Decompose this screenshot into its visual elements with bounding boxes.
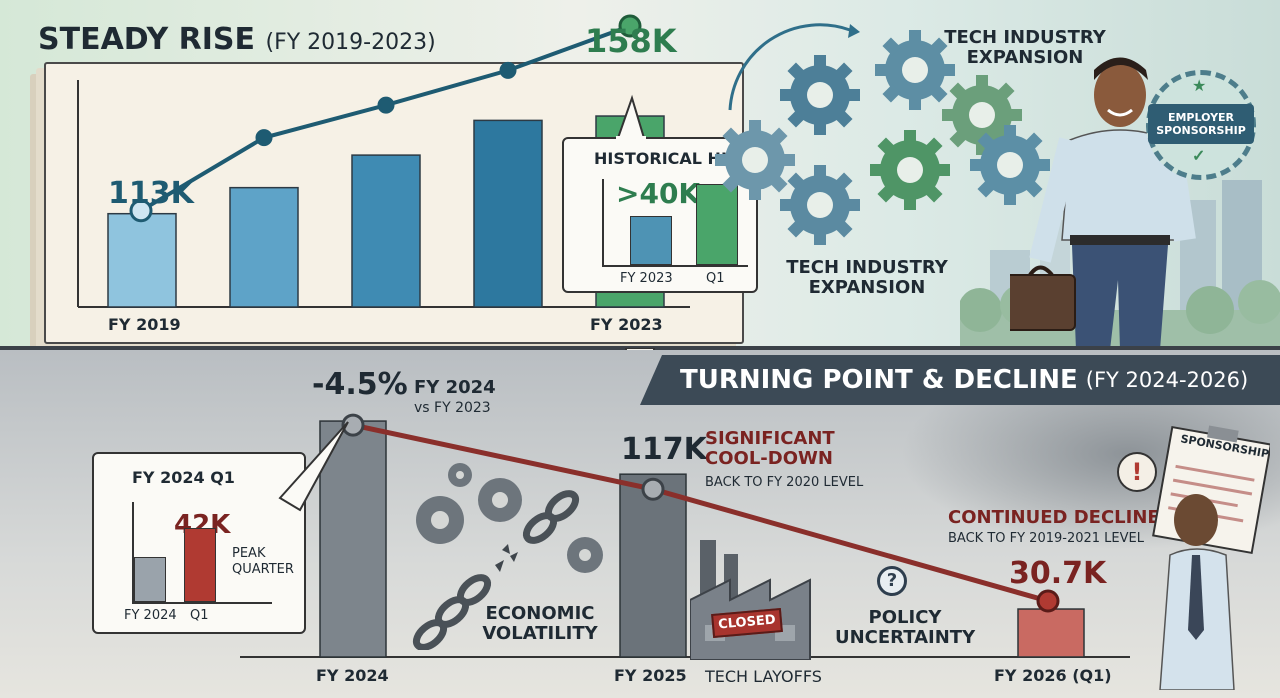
callout-title: HISTORICAL HIGH: [594, 149, 754, 168]
gear-icon: [780, 165, 860, 245]
decline-banner: TURNING POINT & DECLINE (FY 2024-2026): [640, 355, 1280, 405]
trend-point: [1036, 589, 1060, 613]
top-x-start-label: FY 2019: [108, 315, 181, 334]
callout-bar-label-2: Q1: [706, 271, 725, 286]
arrow-icon: [728, 23, 851, 111]
gear-icon: [780, 55, 860, 135]
peak-bar-label-1: FY 2024: [124, 608, 177, 623]
peak-callout-y-axis: [132, 502, 134, 602]
gears-label-bottom: TECH INDUSTRY EXPANSION: [786, 257, 948, 298]
gear-icon: [715, 120, 795, 200]
trend-point: [618, 14, 642, 38]
callout-value: >40K: [616, 177, 701, 210]
callout-pointer: [616, 94, 646, 140]
mid-title: SIGNIFICANT COOL-DOWN: [705, 429, 835, 469]
gears-illustration: [715, 23, 1050, 245]
mid-value: 117K: [621, 432, 707, 467]
trend-point: [341, 413, 365, 437]
closed-factory-illustration: [690, 540, 811, 660]
factor-economic-volatility: ECONOMIC VOLATILITY: [482, 603, 598, 644]
bar: [351, 154, 421, 308]
peak-note: PEAK QUARTER: [232, 546, 294, 577]
top-heading: STEADY RISE (FY 2019-2023): [38, 22, 436, 57]
trend-point: [129, 199, 153, 223]
factor-policy-uncertainty: POLICY UNCERTAINTY: [835, 607, 976, 648]
peak-bar-label-2: Q1: [190, 608, 209, 623]
callout-y-axis: [602, 179, 604, 265]
top-title-sub: (FY 2019-2023): [265, 30, 436, 55]
trend-point: [499, 61, 517, 79]
question-icon: ?: [877, 566, 907, 596]
peak-callout-bar: [184, 528, 216, 602]
bar: [619, 473, 687, 658]
end-note: BACK TO FY 2019-2021 LEVEL: [948, 531, 1144, 546]
change-note-2: vs FY 2023: [414, 400, 491, 416]
mid-note: BACK TO FY 2020 LEVEL: [705, 475, 864, 490]
gear-icon: [870, 130, 950, 210]
bar: [1017, 608, 1085, 658]
peak-callout-title: FY 2024 Q1: [132, 468, 235, 487]
chain-icon: [412, 490, 580, 650]
end-title: CONTINUED DECLINE: [948, 507, 1160, 528]
trend-point: [641, 477, 665, 501]
trend-point: [255, 129, 273, 147]
top-x-end-label: FY 2023: [590, 315, 663, 334]
gears-label-top: TECH INDUSTRY EXPANSION: [944, 27, 1106, 68]
businessman-illustration: [1010, 57, 1196, 350]
gear-icon: [416, 463, 603, 573]
alert-icon: !: [1117, 452, 1157, 492]
bar: [473, 119, 543, 308]
change-value: -4.5%: [312, 367, 408, 402]
banner-title: TURNING POINT & DECLINE: [680, 365, 1078, 395]
peak-callout-bar: [134, 557, 166, 602]
x-label-fy2025: FY 2025: [614, 666, 687, 685]
bar: [319, 420, 387, 658]
badge-text: EMPLOYER SPONSORSHIP: [1148, 104, 1254, 144]
callout-bar: [630, 215, 672, 265]
mid-title-1: SIGNIFICANT: [705, 428, 835, 449]
bar: [229, 186, 299, 308]
bottom-chart-svg: [240, 413, 1130, 658]
worried-man-illustration: [1152, 425, 1270, 690]
star-icon: ★: [1192, 78, 1207, 95]
bottom-chart-group: [240, 413, 1130, 658]
factor-tech-layoffs: TECH LAYOFFS: [705, 667, 822, 686]
top-panel: STEADY RISE (FY 2019-2023) 113K 158K FY …: [0, 0, 1280, 350]
peak-note-1: PEAK: [232, 546, 266, 561]
peak-callout-x-axis: [132, 602, 272, 604]
broken-chain-illustration: [412, 463, 603, 650]
top-title: STEADY RISE: [38, 22, 256, 57]
top-start-value: 113K: [108, 176, 194, 211]
end-value: 30.7K: [1009, 556, 1107, 591]
callout-x-axis: [602, 265, 748, 267]
top-end-value: 158K: [585, 22, 677, 60]
peak-quarter-callout: FY 2024 Q1 42K FY 2024 Q1 PEAK QUARTER: [92, 452, 306, 634]
x-label-fy2024: FY 2024: [316, 666, 389, 685]
banner-sub: (FY 2024-2026): [1085, 368, 1249, 392]
change-note-1: FY 2024: [414, 377, 496, 398]
peak-note-2: QUARTER: [232, 561, 294, 577]
callout-bar-label-1: FY 2023: [620, 271, 673, 286]
x-label-fy2026: FY 2026 (Q1): [994, 666, 1112, 685]
callout-bar: [696, 184, 738, 265]
bar: [107, 212, 177, 308]
arrow-head-icon: [848, 24, 860, 38]
mid-title-2: COOL-DOWN: [705, 447, 833, 469]
peak-callout-pointer: [278, 421, 349, 512]
check-icon: ✓: [1192, 148, 1206, 165]
trend-point: [377, 96, 395, 114]
